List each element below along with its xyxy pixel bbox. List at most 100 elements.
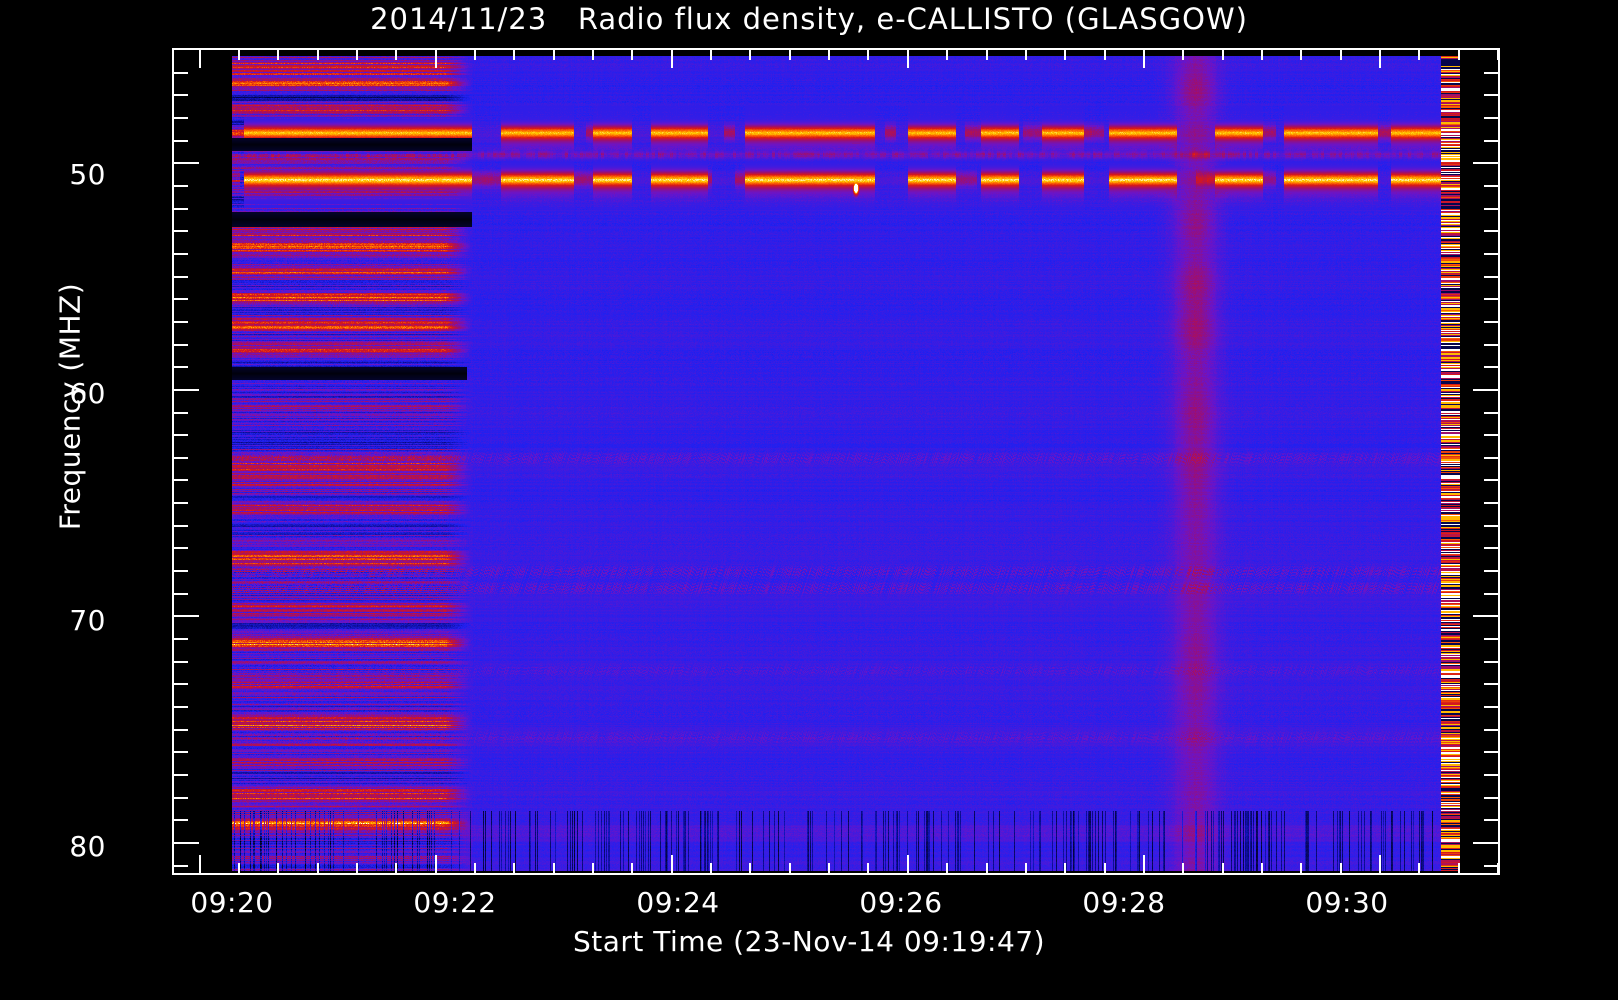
y-minor-tick xyxy=(174,320,188,323)
y-minor-tick-right xyxy=(1484,683,1498,686)
x-minor-tick xyxy=(788,863,791,873)
x-axis-title: Start Time (23-Nov-14 09:19:47) xyxy=(572,925,1046,958)
y-minor-tick xyxy=(174,774,188,777)
x-minor-tick-top xyxy=(985,50,988,60)
y-minor-tick-right xyxy=(1484,139,1498,142)
x-major-tick-top xyxy=(906,50,909,68)
xtick-label-0924: 09:24 xyxy=(636,886,720,919)
y-minor-tick xyxy=(174,751,188,754)
y-major-tick xyxy=(174,615,199,618)
y-minor-tick-right xyxy=(1484,479,1498,482)
x-minor-tick xyxy=(237,863,240,873)
y-minor-tick xyxy=(174,547,188,550)
x-minor-tick-top xyxy=(710,50,713,60)
x-minor-tick xyxy=(592,863,595,873)
y-minor-tick-right xyxy=(1484,207,1498,210)
x-minor-tick xyxy=(1103,863,1106,873)
y-minor-tick xyxy=(174,411,188,414)
y-minor-tick-right xyxy=(1484,751,1498,754)
y-minor-tick xyxy=(174,139,188,142)
x-minor-tick xyxy=(985,863,988,873)
y-minor-tick xyxy=(174,683,188,686)
spectrogram-image xyxy=(232,56,1460,871)
x-minor-tick-top xyxy=(788,50,791,60)
y-major-tick-right xyxy=(1473,842,1498,844)
y-major-tick-right xyxy=(1473,162,1498,165)
x-major-tick-top xyxy=(198,50,201,68)
y-minor-tick xyxy=(174,728,188,731)
x-minor-tick-top xyxy=(1182,50,1185,60)
x-minor-tick xyxy=(946,863,949,873)
xtick-label-0928: 09:28 xyxy=(1082,886,1166,919)
y-major-tick xyxy=(174,842,199,844)
x-major-tick-top xyxy=(670,50,673,68)
x-minor-tick-top xyxy=(552,50,555,60)
x-minor-tick-top xyxy=(1300,50,1303,60)
y-minor-tick-right xyxy=(1484,456,1498,459)
y-minor-tick xyxy=(174,502,188,505)
y-minor-tick xyxy=(174,638,188,641)
y-minor-tick-right xyxy=(1484,366,1498,369)
y-minor-tick-right xyxy=(1484,796,1498,799)
y-minor-tick-right xyxy=(1484,706,1498,709)
x-minor-tick xyxy=(1418,863,1421,873)
x-minor-tick xyxy=(474,863,476,873)
x-minor-tick xyxy=(1024,863,1027,873)
x-minor-tick-top xyxy=(474,50,476,60)
y-minor-tick-right xyxy=(1484,184,1498,187)
y-minor-tick-right xyxy=(1484,411,1498,414)
y-minor-tick xyxy=(174,660,188,663)
y-minor-tick xyxy=(174,207,188,210)
y-minor-tick xyxy=(174,230,188,233)
x-minor-tick-top xyxy=(631,50,634,60)
x-major-tick xyxy=(906,855,909,873)
x-minor-tick-top xyxy=(592,50,595,60)
ytick-label-70: 70 xyxy=(69,604,106,637)
x-minor-tick-top xyxy=(237,50,240,60)
y-minor-tick-right xyxy=(1484,524,1498,527)
x-major-tick xyxy=(1379,855,1382,873)
xtick-label-0920: 09:20 xyxy=(190,886,274,919)
y-minor-tick xyxy=(174,479,188,482)
x-minor-tick-top xyxy=(1064,50,1067,60)
x-major-tick-top xyxy=(1379,50,1382,68)
x-minor-tick xyxy=(1221,863,1224,873)
y-minor-tick-right xyxy=(1484,320,1498,323)
x-minor-tick xyxy=(1497,863,1498,873)
x-minor-tick xyxy=(316,863,319,873)
y-minor-tick xyxy=(174,275,188,278)
y-minor-tick xyxy=(174,819,188,822)
y-minor-tick-right xyxy=(1484,434,1498,437)
x-minor-tick xyxy=(513,863,516,873)
y-minor-tick xyxy=(174,434,188,437)
y-minor-tick xyxy=(174,706,188,709)
x-minor-tick-top xyxy=(1024,50,1027,60)
y-minor-tick-right xyxy=(1484,592,1498,595)
x-minor-tick xyxy=(1300,863,1303,873)
x-minor-tick xyxy=(749,863,752,873)
y-minor-tick-right xyxy=(1484,570,1498,573)
ytick-label-80: 80 xyxy=(69,830,106,863)
y-minor-tick-right xyxy=(1484,774,1498,777)
page-title: 2014/11/23 Radio flux density, e-CALLIST… xyxy=(370,2,1248,36)
y-minor-tick xyxy=(174,94,188,97)
x-minor-tick-top xyxy=(1457,50,1460,60)
x-major-tick xyxy=(1142,855,1145,873)
y-minor-tick-right xyxy=(1484,660,1498,663)
y-minor-tick-right xyxy=(1484,252,1498,255)
x-major-tick xyxy=(198,855,201,873)
x-minor-tick xyxy=(1182,863,1185,873)
y-minor-tick-right xyxy=(1484,819,1498,822)
y-minor-tick xyxy=(174,524,188,527)
x-minor-tick-top xyxy=(1103,50,1106,60)
ytick-label-50: 50 xyxy=(69,158,106,191)
y-minor-tick xyxy=(174,456,188,459)
x-minor-tick-top xyxy=(1260,50,1263,60)
x-minor-tick-top xyxy=(867,50,870,60)
y-axis-title: Frequency (MHZ) xyxy=(53,282,87,531)
x-major-tick xyxy=(434,855,437,873)
x-minor-tick xyxy=(355,863,358,873)
x-minor-tick xyxy=(552,863,555,873)
y-minor-tick xyxy=(174,252,188,255)
